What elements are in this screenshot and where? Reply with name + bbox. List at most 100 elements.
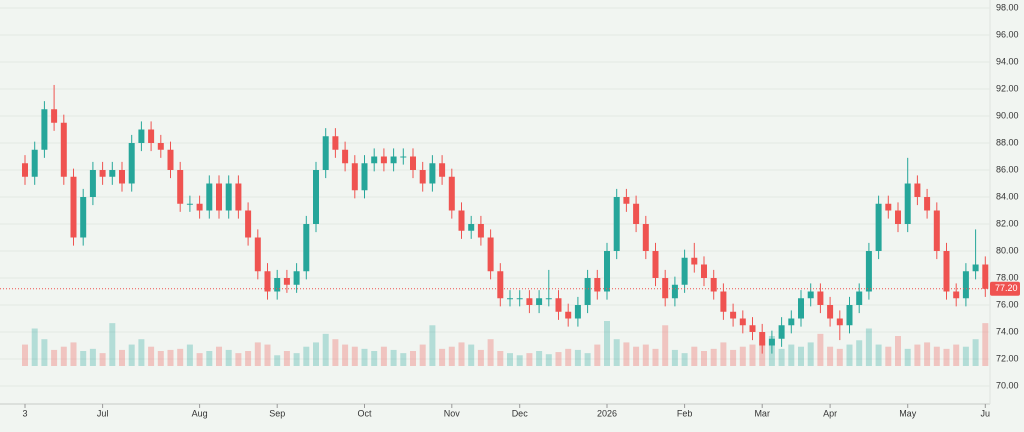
volume-bar bbox=[662, 325, 669, 366]
y-tick-label: 86.00 bbox=[996, 164, 1019, 174]
candle-body bbox=[429, 163, 436, 184]
candle-body bbox=[875, 203, 882, 251]
volume-bar bbox=[526, 353, 533, 366]
candle-body bbox=[419, 170, 426, 184]
candle-body bbox=[99, 170, 106, 177]
volume-bar bbox=[701, 351, 707, 366]
volume-bar bbox=[633, 346, 640, 366]
volume-bar bbox=[875, 344, 882, 366]
volume-bar bbox=[167, 349, 174, 366]
volume-bar bbox=[41, 339, 48, 366]
candle-body bbox=[380, 156, 387, 164]
candle-body bbox=[332, 136, 339, 150]
volume-bar bbox=[410, 351, 416, 366]
volume-bar bbox=[507, 353, 513, 366]
volume-bar bbox=[652, 348, 659, 366]
volume-bar bbox=[361, 348, 368, 366]
volume-bar bbox=[574, 349, 581, 366]
volume-bar bbox=[400, 353, 407, 366]
candle-body bbox=[846, 305, 853, 326]
volume-bar bbox=[274, 355, 281, 366]
volume-bar bbox=[254, 342, 261, 366]
candle-body bbox=[739, 318, 746, 326]
x-tick-label: Oct bbox=[357, 408, 372, 418]
volume-bar bbox=[788, 344, 795, 366]
candle-body bbox=[904, 183, 911, 224]
candle-body bbox=[604, 251, 610, 292]
volume-bar bbox=[565, 348, 572, 366]
candle-body bbox=[487, 237, 494, 272]
x-tick-label: Feb bbox=[677, 408, 693, 418]
candle-body bbox=[953, 291, 960, 299]
volume-bar bbox=[245, 351, 252, 366]
candle-body bbox=[836, 318, 843, 326]
candle-body bbox=[633, 203, 640, 224]
candle-body bbox=[720, 291, 727, 312]
candle-body bbox=[458, 210, 465, 231]
candle-body bbox=[264, 271, 271, 292]
volume-bar bbox=[807, 342, 814, 366]
candle-body bbox=[924, 197, 931, 211]
y-tick-label: 96.00 bbox=[996, 29, 1019, 39]
last-price-badge bbox=[990, 281, 1020, 296]
volume-bar bbox=[623, 342, 630, 366]
candle-body bbox=[351, 163, 358, 191]
candle-body bbox=[817, 291, 824, 305]
y-tick-label: 74.00 bbox=[996, 326, 1019, 336]
candle-body bbox=[245, 210, 252, 238]
candle-body bbox=[642, 224, 649, 251]
volume-bar bbox=[545, 354, 552, 366]
volume-bar bbox=[933, 346, 940, 366]
candle-body bbox=[943, 251, 950, 292]
volume-bar bbox=[710, 348, 717, 366]
candle-body bbox=[22, 163, 28, 177]
candle-body bbox=[128, 143, 135, 184]
volume-bar bbox=[972, 339, 979, 366]
candle-body bbox=[885, 203, 892, 211]
candle-body bbox=[313, 170, 319, 224]
y-tick-label: 92.00 bbox=[996, 83, 1019, 93]
volume-bar bbox=[681, 353, 688, 366]
candle-body bbox=[526, 298, 533, 305]
volume-bar bbox=[477, 349, 484, 366]
volume-bar bbox=[293, 353, 300, 366]
volume-bar bbox=[448, 346, 455, 366]
volume-bar bbox=[584, 353, 591, 366]
candle-body bbox=[448, 176, 455, 211]
volume-bar bbox=[497, 351, 504, 366]
volume-bar bbox=[235, 353, 242, 366]
candle-body bbox=[933, 210, 940, 251]
candle-body bbox=[477, 224, 484, 238]
candle-body bbox=[410, 156, 416, 170]
candle-body bbox=[895, 210, 901, 224]
candle-body bbox=[778, 325, 785, 339]
y-tick-label: 80.00 bbox=[996, 245, 1019, 255]
x-tick-label: Mar bbox=[754, 408, 770, 418]
candle-body bbox=[283, 278, 290, 285]
candle-body bbox=[691, 257, 698, 265]
candle-body bbox=[623, 197, 630, 204]
candle-body bbox=[827, 305, 834, 319]
candle-body bbox=[545, 298, 552, 300]
volume-bar bbox=[109, 323, 116, 366]
candle-body bbox=[730, 311, 737, 319]
volume-bar bbox=[313, 342, 319, 366]
candle-body bbox=[303, 224, 310, 272]
x-tick-label: 3 bbox=[22, 408, 27, 418]
volume-bar bbox=[468, 344, 475, 366]
volume-bar bbox=[895, 336, 901, 366]
candle-body bbox=[235, 183, 242, 211]
candle-body bbox=[701, 264, 707, 278]
volume-bar bbox=[865, 328, 872, 366]
x-tick-label: 2026 bbox=[597, 408, 617, 418]
candle-body bbox=[574, 305, 581, 319]
candle-body bbox=[497, 271, 504, 299]
candle-body bbox=[41, 109, 48, 150]
volume-bar bbox=[128, 344, 135, 366]
volume-bar bbox=[671, 349, 678, 366]
volume-bar bbox=[885, 346, 892, 366]
volume-bar bbox=[982, 323, 989, 366]
y-tick-label: 84.00 bbox=[996, 191, 1019, 201]
candle-body bbox=[196, 203, 203, 211]
